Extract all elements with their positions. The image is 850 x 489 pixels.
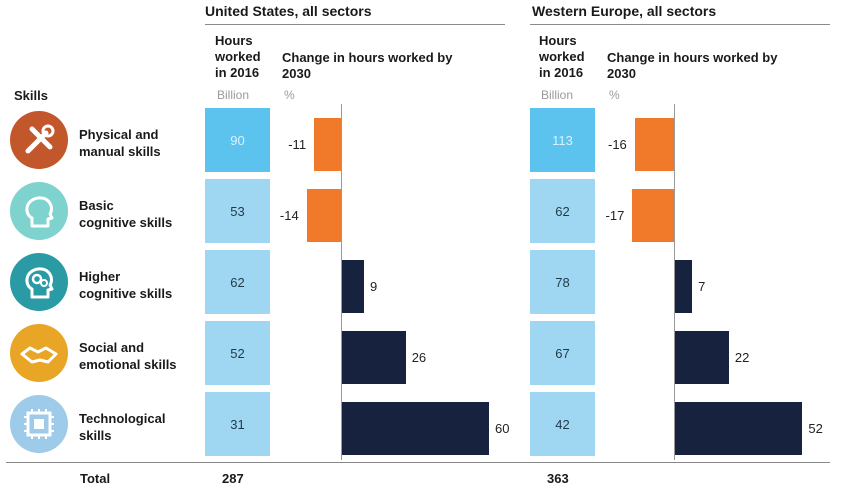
skill-label: Physical and manual skills xyxy=(79,126,161,160)
skill-label-line1: Physical and xyxy=(79,127,159,142)
region-rule-us xyxy=(205,24,505,25)
change-bar xyxy=(342,331,406,384)
chip-icon xyxy=(10,395,68,453)
change-bar xyxy=(632,189,674,242)
hours-cell: 62 xyxy=(205,250,270,314)
zero-axis-us xyxy=(341,104,342,460)
change-label: -16 xyxy=(608,137,627,152)
skill-label-line1: Basic xyxy=(79,198,114,213)
skill-label-line2: emotional skills xyxy=(79,357,177,372)
skill-label: Social and emotional skills xyxy=(79,339,177,373)
change-label: 22 xyxy=(734,350,750,365)
hours-cell: 62 xyxy=(530,179,595,243)
skill-label: Technological skills xyxy=(79,410,165,444)
hours-cell: 31 xyxy=(205,392,270,456)
change-label: 26 xyxy=(411,350,427,365)
hours-cell: 53 xyxy=(205,179,270,243)
skill-label-line1: Higher xyxy=(79,269,121,284)
skill-label-line2: cognitive skills xyxy=(79,286,173,301)
tools-icon xyxy=(10,111,68,169)
handshake-icon xyxy=(10,324,68,382)
change-bar xyxy=(675,331,729,384)
change-bar xyxy=(306,189,341,242)
hours-unit-we: Billion xyxy=(541,88,574,102)
change-bar xyxy=(342,402,489,455)
region-rule-we xyxy=(530,24,830,25)
change-label: 60 xyxy=(495,421,510,436)
change-bar xyxy=(675,260,693,313)
skill-label: Basic cognitive skills xyxy=(79,197,172,231)
change-label: -11 xyxy=(288,137,307,152)
change-header-we: Change in hours worked by 2030 xyxy=(607,50,778,81)
change-bar xyxy=(342,260,365,313)
hours-cell: 113 xyxy=(530,108,595,172)
hours-cell: 90 xyxy=(205,108,270,172)
hours-cell: 78 xyxy=(530,250,595,314)
skills-header: Skills xyxy=(14,88,48,103)
region-title-we: Western Europe, all sectors xyxy=(532,3,717,19)
skill-label-line1: Social and xyxy=(79,340,145,355)
change-label: -14 xyxy=(279,208,299,223)
skill-label-line2: manual skills xyxy=(79,144,161,159)
total-value-we: 363 xyxy=(547,471,569,486)
total-label: Total xyxy=(80,471,111,486)
change-unit-us: % xyxy=(284,88,295,102)
hours-cell: 52 xyxy=(205,321,270,385)
skill-label-line2: skills xyxy=(79,428,112,443)
zero-axis-we xyxy=(674,104,675,460)
total-rule xyxy=(6,462,830,463)
head-icon xyxy=(10,182,68,240)
hours-header-us: Hours worked in 2016 xyxy=(215,33,261,80)
total-value-us: 287 xyxy=(222,471,244,486)
skill-label: Higher cognitive skills xyxy=(79,268,172,302)
change-label: 52 xyxy=(808,421,823,436)
change-label: 7 xyxy=(698,279,706,294)
change-unit-we: % xyxy=(609,88,620,102)
hours-header-we: Hours worked in 2016 xyxy=(539,33,585,80)
skill-label-line1: Technological xyxy=(79,411,166,426)
hours-unit-us: Billion xyxy=(217,88,250,102)
skill-label-line2: cognitive skills xyxy=(79,215,173,230)
change-bar xyxy=(314,118,341,171)
change-bar xyxy=(675,402,803,455)
hours-cell: 67 xyxy=(530,321,595,385)
change-bar xyxy=(634,118,674,171)
region-title-us: United States, all sectors xyxy=(205,3,372,19)
change-header-us: Change in hours worked by 2030 xyxy=(282,50,453,81)
hours-cell: 42 xyxy=(530,392,595,456)
change-label: 9 xyxy=(370,279,378,294)
change-label: -17 xyxy=(605,208,625,223)
gears-head-icon xyxy=(10,253,68,311)
